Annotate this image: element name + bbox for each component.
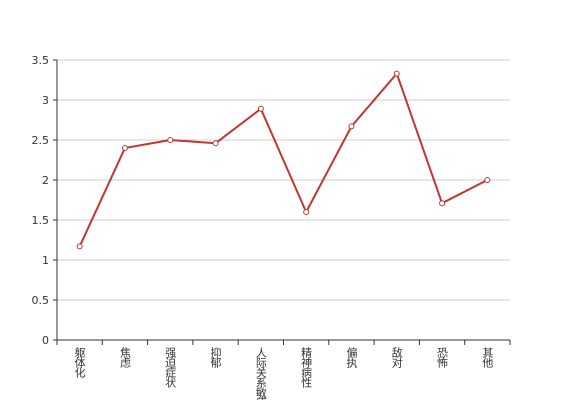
x-tick-label: 敌对 (390, 346, 403, 368)
point (212, 140, 219, 147)
y-tick-label: 1 (42, 254, 49, 267)
y-tick-label: 0 (42, 334, 49, 347)
x-tick-label: 其他 (481, 347, 494, 368)
line (78, 71, 488, 247)
y-tick-label: 2.5 (32, 134, 50, 147)
x-tick-label: 人际关系敏感 (254, 347, 267, 400)
y-tick-label: 1.5 (32, 214, 50, 227)
y-tick-label: 2 (42, 174, 49, 187)
point (348, 123, 355, 130)
point (303, 209, 310, 215)
point (257, 105, 264, 112)
point (439, 200, 446, 207)
y-tick-label: 3.5 (32, 54, 50, 67)
x-tick-label: 偏执 (345, 346, 358, 369)
y-tick-label: 3 (42, 94, 49, 107)
x-tick-label: 精神病性 (300, 347, 313, 389)
x-tick-label: 焦虑 (118, 347, 131, 368)
x-tick-label: 强迫症状 (164, 347, 177, 388)
point (393, 70, 400, 77)
y-tick-label: 0.5 (32, 294, 50, 307)
point (167, 137, 174, 143)
x-tick-label: 躯体化 (73, 347, 86, 379)
point (76, 243, 83, 250)
point (121, 145, 128, 151)
x-tick-label: 恐怖 (436, 347, 449, 368)
x-tick-label: 抑郁 (209, 346, 222, 368)
point (484, 177, 491, 183)
